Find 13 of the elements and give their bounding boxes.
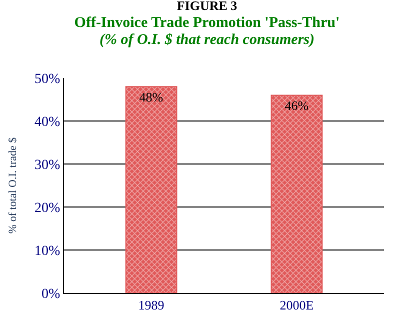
y-axis-title: % of total O.I. trade $: [7, 136, 20, 234]
x-tick-label: 1989: [138, 298, 164, 313]
y-tick-label: 20%: [34, 200, 61, 216]
y-tick-label: 40%: [34, 114, 61, 130]
x-tick-label: 2000E: [280, 298, 314, 313]
data-label: 46%: [284, 98, 309, 114]
y-tick-label: 50%: [34, 72, 61, 87]
y-tick-label: 10%: [34, 244, 61, 259]
y-tick-label: 0%: [42, 286, 61, 302]
y-tick-label: 30%: [34, 158, 61, 173]
data-label: 48%: [139, 90, 164, 105]
chart-title: FIGURE 3: [176, 0, 238, 13]
chart-subtitle: Off-Invoice Trade Promotion 'Pass-Thru' (% of O.I. $ that reach consumers): [74, 14, 340, 48]
